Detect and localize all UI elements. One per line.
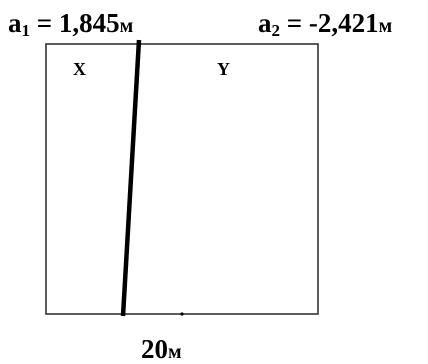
width-unit: м [168,341,182,363]
width-value: 20 [141,334,168,364]
midpoint-tick [180,312,184,316]
width-label: 20м [141,336,182,363]
region-x-label: X [73,59,86,79]
a1-equals: = [30,8,59,38]
region-y-label: Y [217,59,230,79]
plot-frame [45,43,319,315]
a1-subscript: 1 [21,21,31,40]
a2-name: a [258,8,272,38]
a1-name: a [8,8,22,38]
a2-value: -2,421 [308,8,379,38]
a2-subscript: 2 [271,21,281,40]
a2-equals: = [280,8,309,38]
a2-label: a2 = -2,421м [258,8,393,40]
a2-unit: м [378,15,393,37]
a1-unit: м [119,15,134,37]
a1-label: a1 = 1,845м [8,8,134,40]
a1-value: 1,845 [58,8,120,38]
boundary-line [120,39,142,317]
